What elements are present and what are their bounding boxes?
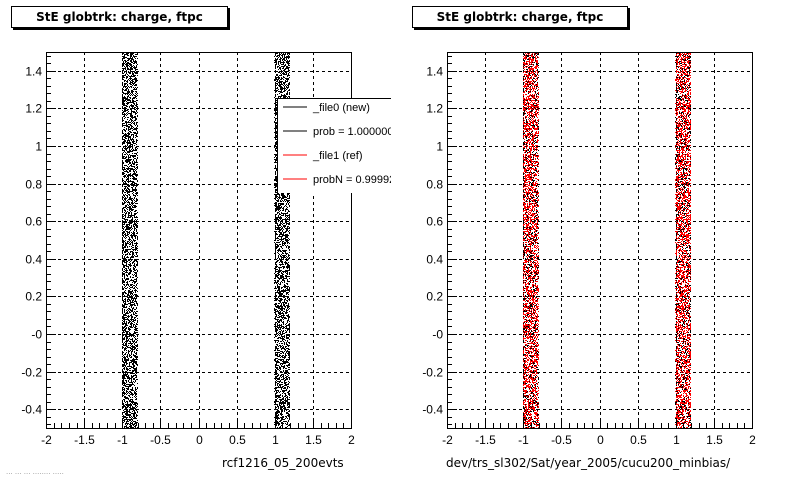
x-tick-label: 1 — [272, 433, 279, 447]
plot-area-right — [447, 52, 752, 428]
x-tick-label: -2 — [442, 433, 453, 447]
x-tick-label: -2 — [41, 433, 52, 447]
x-axis-label-left: rcf1216_05_200evts — [222, 456, 344, 470]
y-tick-label: 0.2 — [25, 290, 42, 304]
y-tick-label: 1.4 — [426, 65, 443, 79]
y-tick-label: 0.4 — [25, 253, 42, 267]
x-tick-label: -1 — [518, 433, 529, 447]
legend-entry-2: _file1 (ref) — [312, 150, 363, 162]
x-axis-label-right: dev/trs_sl302/Sat/year_2005/cucu200_minb… — [446, 456, 731, 470]
y-tick-label: -0.4 — [422, 403, 443, 417]
y-tick-label: 1.2 — [426, 102, 443, 116]
grid-left — [46, 52, 351, 428]
y-tick-label: 0.4 — [426, 253, 443, 267]
y-tick-label: 1.4 — [25, 65, 42, 79]
y-tick-label: 0.6 — [426, 215, 443, 229]
x-tick-label: -1.5 — [74, 433, 95, 447]
y-tick-label: 0.2 — [426, 290, 443, 304]
y-tick-label: 0.8 — [25, 178, 42, 192]
x-tick-label: 1.5 — [706, 433, 723, 447]
x-tick-label: 0 — [196, 433, 203, 447]
x-tick-label: 1 — [673, 433, 680, 447]
y-tick-label: -0.4 — [21, 403, 42, 417]
y-axis-right: -0.4 -0.2 -0 0.2 0.4 0.6 0.8 1 1.2 1.4 — [422, 56, 457, 425]
x-tick-label: 2 — [749, 433, 756, 447]
x-tick-label: 0 — [597, 433, 604, 447]
y-tick-label: 1 — [436, 140, 443, 154]
y-tick-label: -0 — [432, 328, 443, 342]
legend: _file0 (new) prob = 1.000000 _file1 (ref) p… — [277, 98, 395, 193]
x-tick-label: -0.5 — [150, 433, 171, 447]
legend-box — [277, 98, 391, 193]
x-tick-label: -1 — [117, 433, 128, 447]
legend-entry-0: _file0 (new) — [312, 102, 370, 114]
footer-note: ... ... ... ........ ..... — [6, 467, 64, 476]
y-axis-left: -0.4 -0.2 -0 0.2 0.4 0.6 0.8 1 1.2 1.4 — [21, 56, 56, 425]
x-tick-label: 2 — [348, 433, 355, 447]
y-tick-label: -0.2 — [422, 366, 443, 380]
x-axis-right: -2 -1.5 -1 -0.5 0 0.5 1 1.5 2 — [442, 418, 756, 447]
y-tick-label: 0.8 — [426, 178, 443, 192]
chart-title-left: StE globtrk: charge, ftpc — [11, 6, 228, 28]
y-tick-label: 1 — [35, 140, 42, 154]
plot-frame-left — [46, 52, 352, 429]
x-axis-left: -2 -1.5 -1 -0.5 0 0.5 1 1.5 2 — [41, 418, 355, 447]
series-1-right — [523, 52, 691, 428]
x-tick-label: 0.5 — [630, 433, 647, 447]
y-tick-label: 1.2 — [25, 102, 42, 116]
plot-right: -2 -1.5 -1 -0.5 0 0.5 1 1.5 2 -0.4 -0.2 -0 0.2 0.4 0.6… — [422, 52, 756, 447]
data-band-0 — [523, 52, 539, 428]
x-tick-label: 0.5 — [229, 433, 246, 447]
y-tick-label: 0.6 — [25, 215, 42, 229]
legend-entry-1: prob = 1.000000 — [313, 126, 393, 138]
x-tick-label: -0.5 — [551, 433, 572, 447]
data-band-0 — [122, 52, 138, 428]
legend-entry-3: probN = 0.99992 — [313, 174, 395, 186]
chart-title-right: StE globtrk: charge, ftpc — [412, 6, 628, 28]
y-tick-label: -0.2 — [21, 366, 42, 380]
plot-frame-right — [447, 52, 753, 429]
x-tick-label: 1.5 — [305, 433, 322, 447]
x-tick-label: -1.5 — [475, 433, 496, 447]
data-band-1 — [675, 52, 691, 428]
y-tick-label: -0 — [31, 328, 42, 342]
